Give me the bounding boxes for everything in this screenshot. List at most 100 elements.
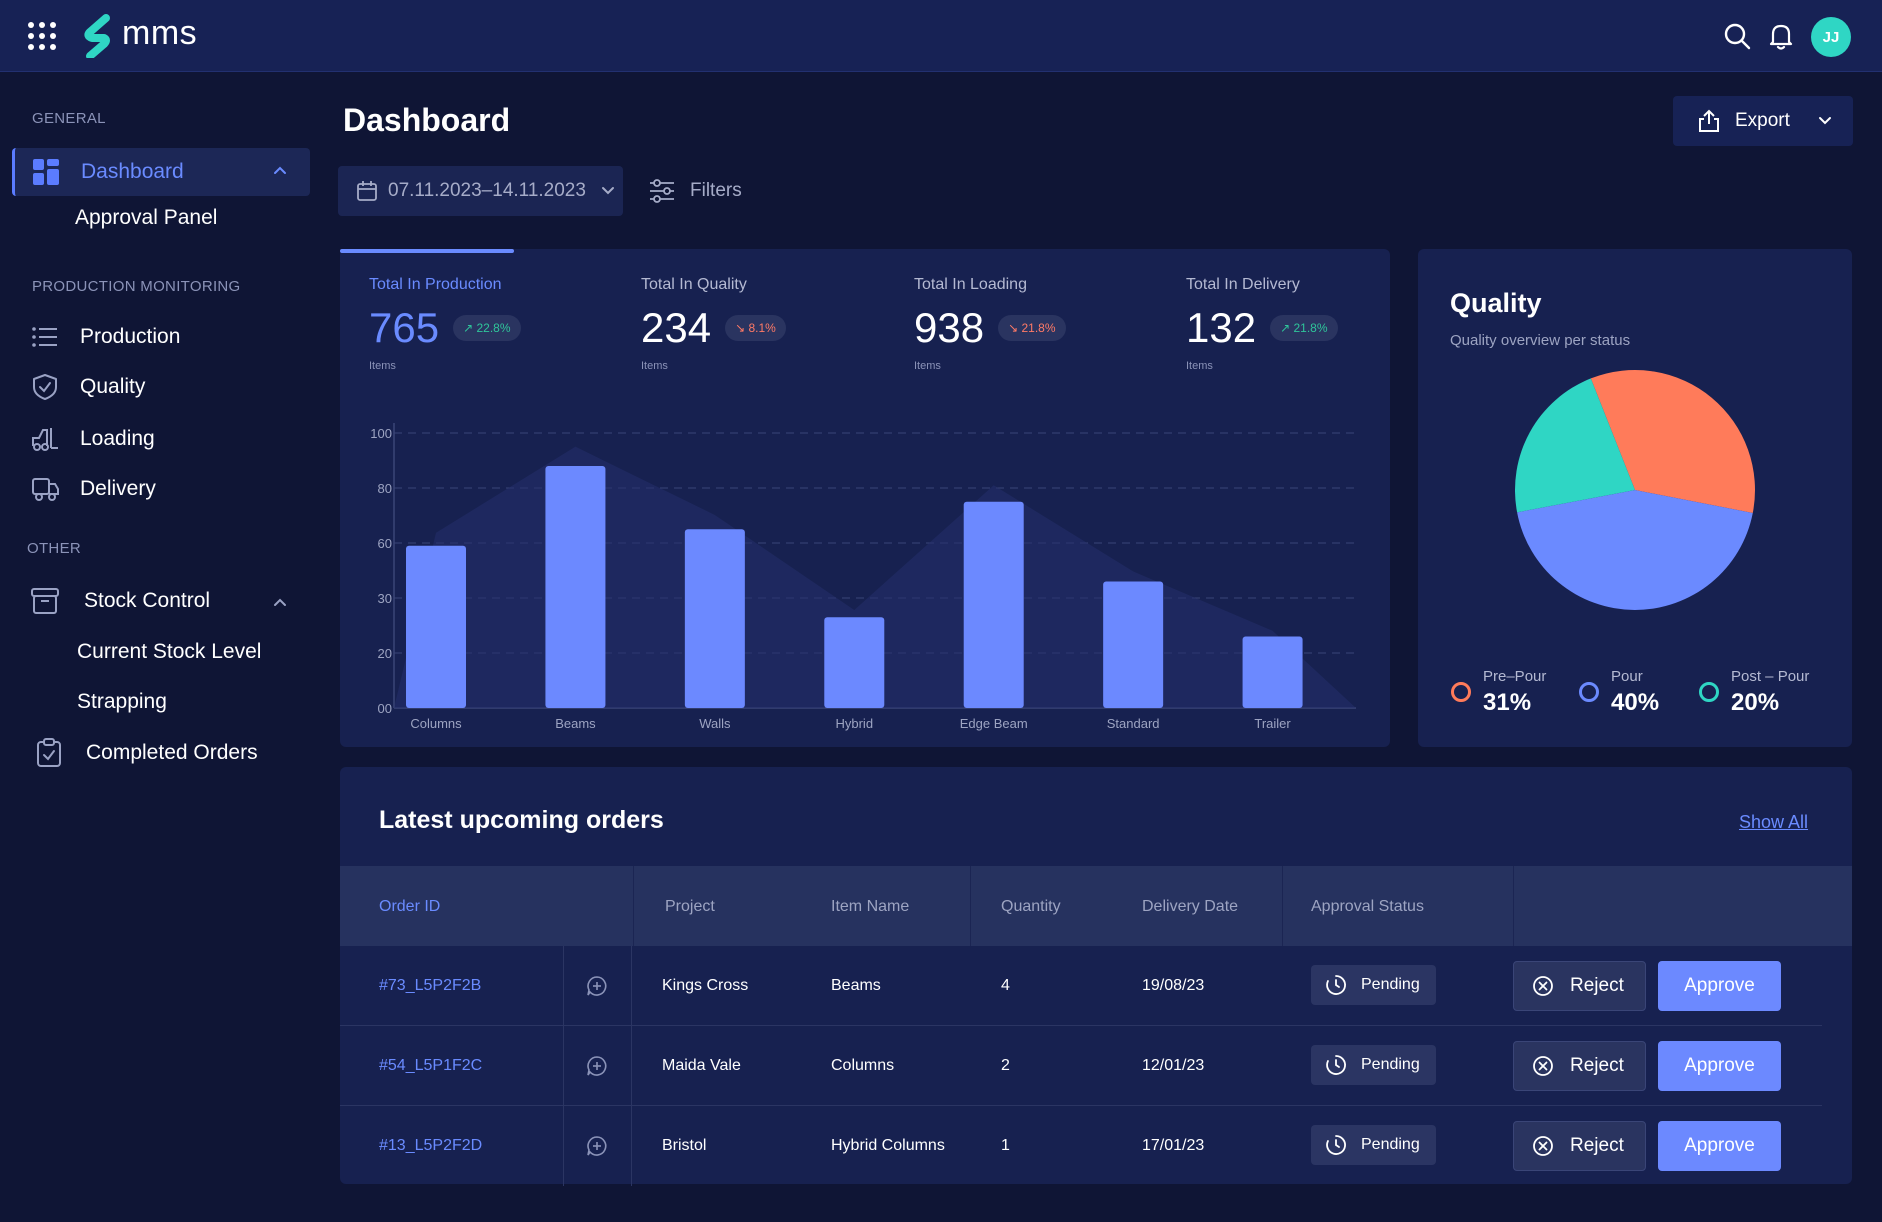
export-label: Export	[1735, 110, 1790, 131]
sidebar-item-label: Dashboard	[81, 160, 184, 183]
date-range-picker[interactable]: 07.11.2023–14.11.2023	[338, 166, 623, 216]
clock-pending-icon	[1326, 1055, 1346, 1075]
sidebar-item-production[interactable]: Production	[30, 322, 180, 352]
trend-badge: ↘ 21.8%	[998, 315, 1066, 341]
project-cell: Bristol	[662, 1137, 707, 1154]
stat-value: 765	[369, 304, 440, 351]
logo-icon	[84, 14, 110, 58]
column-header-item-name[interactable]: Item Name	[831, 898, 910, 915]
reject-label: Reject	[1570, 975, 1624, 996]
order-id-link[interactable]: #54_L5P1F2C	[379, 1057, 483, 1074]
order-id-link[interactable]: #13_L5P2F2D	[379, 1137, 483, 1154]
sidebar-item-completed-orders[interactable]: Completed Orders	[34, 738, 258, 768]
column-divider	[1513, 866, 1514, 946]
user-avatar[interactable]: JJ	[1811, 17, 1851, 57]
orders-title: Latest upcoming orders	[379, 806, 664, 834]
column-divider	[1282, 866, 1283, 946]
sidebar-item-label: Stock Control	[84, 589, 211, 612]
row-divider	[563, 1106, 564, 1186]
column-header-delivery-date[interactable]: Delivery Date	[1142, 898, 1239, 915]
reject-button[interactable]: Reject	[1513, 1041, 1646, 1091]
reject-button[interactable]: Reject	[1513, 1121, 1646, 1171]
section-title-general: GENERAL	[32, 110, 106, 127]
project-cell: Kings Cross	[662, 977, 749, 994]
sidebar-item-quality[interactable]: Quality	[30, 372, 145, 402]
approve-button[interactable]: Approve	[1658, 1121, 1781, 1171]
stat-total-in-production[interactable]: Total In Production 765 ↗ 22.8% Items	[369, 276, 629, 386]
chevron-up-icon[interactable]	[270, 160, 290, 180]
comment-icon[interactable]	[586, 1135, 608, 1157]
sidebar-item-approval-panel[interactable]: Approval Panel	[75, 206, 218, 229]
archive-box-icon	[30, 586, 60, 616]
column-header-approval-status[interactable]: Approval Status	[1311, 898, 1424, 915]
reject-button[interactable]: Reject	[1513, 961, 1646, 1011]
stat-label: Total In Delivery	[1186, 276, 1300, 293]
stat-total-in-loading[interactable]: Total In Loading 938 ↘ 21.8% Items	[914, 276, 1174, 386]
row-divider	[631, 1106, 632, 1186]
quality-subtitle: Quality overview per status	[1450, 332, 1631, 349]
order-id-link[interactable]: #73_L5P2F2B	[379, 977, 482, 994]
stat-total-in-quality[interactable]: Total In Quality 234 ↘ 8.1% Items	[641, 276, 901, 386]
legend-name: Pre–Pour	[1483, 668, 1547, 685]
x-tick-label: Trailer	[1254, 716, 1291, 731]
export-button[interactable]: Export	[1673, 96, 1853, 146]
legend-ring	[1699, 682, 1719, 702]
bell-icon[interactable]	[1765, 20, 1797, 52]
quantity-cell: 2	[1001, 1057, 1010, 1074]
show-all-link[interactable]: Show All	[1739, 812, 1809, 832]
status-text: Pending	[1361, 1136, 1420, 1153]
trend-value: 21.8%	[1293, 321, 1328, 335]
legend-item-pre-pour: Pre–Pour 31%	[1451, 668, 1546, 717]
delivery-date-cell: 19/08/23	[1142, 977, 1205, 994]
pie-slice-post-pour	[1515, 378, 1635, 513]
comment-icon[interactable]	[586, 975, 608, 997]
stat-label: Total In Loading	[914, 276, 1027, 293]
filters-button[interactable]: Filters	[648, 174, 742, 208]
sidebar-item-strapping[interactable]: Strapping	[77, 690, 167, 713]
legend-name: Pour	[1611, 668, 1643, 685]
status-badge: Pending	[1311, 1125, 1436, 1165]
date-range-value: 07.11.2023–14.11.2023	[388, 180, 586, 201]
sidebar-item-dashboard[interactable]: Dashboard	[12, 148, 310, 196]
sidebar-item-stock-control[interactable]: Stock Control	[30, 586, 290, 616]
stat-value: 938	[914, 304, 985, 351]
sidebar-item-loading[interactable]: Loading	[30, 424, 155, 454]
pie-slice-pre-pour	[1590, 370, 1755, 513]
quality-title: Quality	[1450, 288, 1542, 318]
row-divider	[563, 1026, 564, 1106]
shield-check-icon	[30, 372, 60, 402]
clipboard-check-icon	[34, 738, 64, 768]
bar-beams	[545, 466, 606, 708]
item-name-cell: Columns	[831, 1057, 895, 1074]
search-icon[interactable]	[1721, 20, 1753, 52]
sidebar-item-current-stock-level[interactable]: Current Stock Level	[77, 640, 262, 663]
y-tick-label: 100	[370, 426, 392, 441]
apps-grid-icon[interactable]	[28, 22, 58, 52]
row-divider	[563, 946, 564, 1026]
column-divider	[970, 866, 971, 946]
sidebar-item-delivery[interactable]: Delivery	[30, 474, 156, 504]
column-header-quantity[interactable]: Quantity	[1001, 898, 1061, 915]
bar-walls	[684, 529, 745, 708]
y-tick-label: 30	[378, 591, 392, 606]
column-header-order-id[interactable]: Order ID	[379, 898, 441, 915]
x-tick-label: Edge Beam	[960, 716, 1028, 731]
stat-total-in-delivery[interactable]: Total In Delivery 132 ↗ 21.8% Items	[1186, 276, 1446, 386]
project-cell: Maida Vale	[662, 1057, 741, 1074]
x-tick-label: Beams	[555, 716, 596, 731]
truck-icon	[30, 474, 60, 504]
chevron-down-icon	[1818, 117, 1831, 125]
chevron-up-icon[interactable]	[270, 592, 290, 612]
approve-button[interactable]: Approve	[1658, 1041, 1781, 1091]
column-header-project[interactable]: Project	[665, 898, 715, 915]
dashboard-icon	[31, 157, 61, 187]
comment-icon[interactable]	[586, 1055, 608, 1077]
stat-value: 234	[641, 304, 712, 351]
status-text: Pending	[1361, 1056, 1420, 1073]
sidebar-item-label: Production	[80, 325, 181, 348]
legend-value: 40%	[1611, 689, 1660, 716]
active-tab-indicator	[340, 249, 514, 253]
sidebar-item-label: Delivery	[80, 477, 156, 500]
approve-button[interactable]: Approve	[1658, 961, 1781, 1011]
top-bar: mms JJ	[0, 0, 1882, 72]
